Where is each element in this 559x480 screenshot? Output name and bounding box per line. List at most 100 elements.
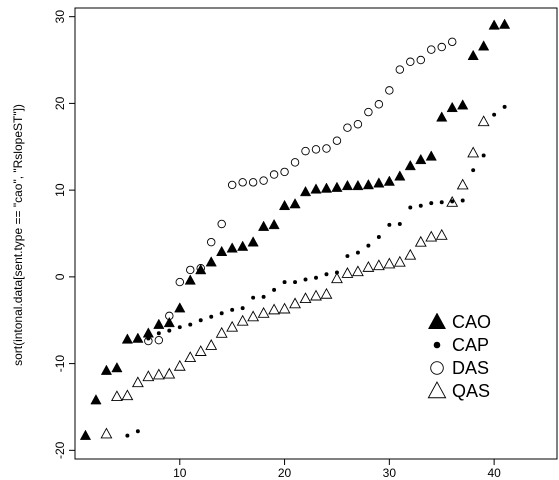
cao-point bbox=[436, 111, 448, 122]
y-tick-label: 10 bbox=[53, 183, 67, 197]
cap-point bbox=[303, 277, 308, 282]
cao-point bbox=[478, 40, 490, 51]
cao-point bbox=[425, 150, 437, 161]
cao-point bbox=[142, 327, 154, 338]
cao-point bbox=[299, 185, 312, 197]
cap-point bbox=[324, 272, 329, 277]
qas-point bbox=[194, 345, 207, 356]
cao-point bbox=[111, 362, 123, 373]
das-point bbox=[385, 86, 394, 95]
legend-label-das: DAS bbox=[452, 358, 489, 378]
cap-point bbox=[177, 325, 182, 330]
qas-point bbox=[131, 376, 144, 388]
das-point bbox=[332, 136, 342, 145]
x-tick-label: 20 bbox=[278, 466, 292, 480]
das-point bbox=[154, 335, 164, 345]
qas-point bbox=[289, 297, 301, 309]
y-tick-label: -10 bbox=[53, 355, 67, 373]
cap-point bbox=[167, 328, 172, 333]
qas-point bbox=[100, 427, 113, 439]
cap-point bbox=[387, 222, 392, 227]
cap-point bbox=[366, 243, 371, 248]
legend-label-qas: QAS bbox=[452, 381, 490, 401]
das-point bbox=[175, 277, 185, 287]
cao-point bbox=[90, 394, 102, 405]
qas-point bbox=[110, 390, 123, 402]
x-axis: 10 20 30 40 bbox=[173, 459, 501, 480]
cao-point bbox=[174, 302, 186, 313]
cap-point bbox=[408, 205, 413, 210]
das-point bbox=[269, 170, 279, 179]
cap-point bbox=[240, 306, 245, 311]
data-points bbox=[79, 18, 511, 440]
cap-point bbox=[481, 153, 486, 158]
qas-point bbox=[456, 178, 469, 190]
cao-point bbox=[163, 316, 175, 328]
das-point bbox=[343, 123, 352, 132]
qas-point bbox=[152, 368, 165, 380]
das-point bbox=[186, 265, 195, 275]
cao-point bbox=[362, 179, 374, 190]
y-tick-label: -20 bbox=[53, 441, 67, 459]
cap-point bbox=[376, 234, 381, 239]
cap-point bbox=[251, 295, 256, 300]
das-point bbox=[206, 237, 216, 247]
das-point bbox=[427, 45, 436, 54]
cao-point bbox=[132, 332, 144, 343]
qas-point bbox=[477, 115, 490, 127]
das-point bbox=[301, 146, 310, 156]
x-tick-label: 10 bbox=[173, 466, 187, 480]
das-point bbox=[311, 145, 321, 154]
x-tick-label: 40 bbox=[487, 466, 501, 480]
cap-point bbox=[502, 104, 507, 109]
cap-point bbox=[209, 314, 214, 319]
das-point bbox=[248, 178, 258, 187]
qas-point bbox=[184, 351, 197, 363]
cao-point bbox=[383, 175, 395, 186]
cap-point bbox=[492, 112, 497, 117]
das-point bbox=[259, 176, 268, 185]
cap-point bbox=[429, 201, 434, 206]
legend: CAO CAP DAS QAS bbox=[427, 312, 491, 401]
cao-point bbox=[79, 429, 92, 440]
cao-point bbox=[216, 245, 228, 257]
cap-point bbox=[272, 287, 277, 292]
cap-point bbox=[219, 311, 224, 316]
cap-point bbox=[355, 250, 360, 255]
qas-point bbox=[435, 228, 448, 240]
cap-point bbox=[471, 168, 476, 173]
cao-point bbox=[121, 333, 133, 344]
legend-label-cao: CAO bbox=[452, 312, 491, 332]
cap-point bbox=[282, 280, 287, 285]
y-tick-label: 0 bbox=[53, 273, 67, 280]
das-point bbox=[280, 167, 289, 177]
das-point bbox=[238, 178, 247, 187]
cap-point bbox=[460, 198, 465, 203]
plot-frame bbox=[74, 7, 558, 460]
cao-point bbox=[310, 183, 322, 194]
qas-point bbox=[247, 310, 260, 322]
qas-point bbox=[425, 230, 438, 242]
cao-point bbox=[100, 364, 113, 375]
legend-marker-cao bbox=[427, 312, 447, 329]
qas-point bbox=[372, 259, 385, 271]
cap-point bbox=[345, 254, 350, 259]
cap-point bbox=[418, 203, 423, 208]
cap-point bbox=[450, 199, 455, 204]
qas-point bbox=[383, 257, 396, 269]
das-point bbox=[374, 100, 384, 109]
qas-point bbox=[331, 272, 343, 284]
cao-point bbox=[446, 101, 458, 113]
cap-point bbox=[314, 275, 318, 280]
y-axis-title: sort(intonal.data[sent.type == "cao", "R… bbox=[11, 104, 25, 366]
legend-label-cap: CAP bbox=[452, 335, 489, 355]
cao-point bbox=[320, 182, 333, 193]
qas-point bbox=[404, 248, 417, 260]
qas-point bbox=[446, 195, 459, 207]
cap-point bbox=[230, 307, 235, 312]
y-axis: -20 -10 0 10 20 30 bbox=[53, 10, 75, 459]
cao-point bbox=[499, 18, 511, 29]
das-point bbox=[395, 65, 405, 74]
qas-point bbox=[121, 389, 134, 401]
